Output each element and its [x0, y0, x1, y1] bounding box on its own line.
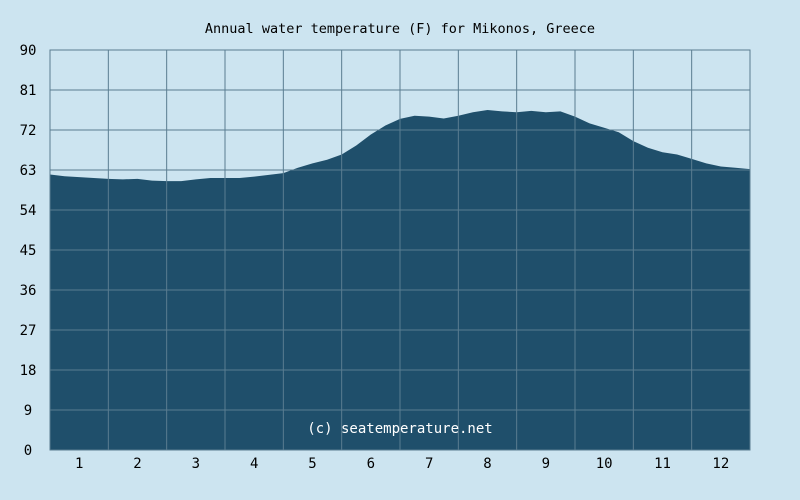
- y-tick-label: 9: [24, 403, 32, 419]
- y-tick-label: 54: [20, 203, 37, 219]
- y-tick-label: 81: [20, 83, 37, 99]
- y-tick-labels: 0 9 18 27 36 45 54 63 72 81 90: [20, 43, 37, 459]
- x-tick-label: 5: [308, 456, 316, 472]
- y-tick-label: 90: [20, 43, 37, 59]
- y-tick-label: 72: [20, 123, 37, 139]
- plot-border: [49, 49, 751, 451]
- y-tick-label: 18: [20, 363, 37, 379]
- x-tick-label: 12: [712, 456, 729, 472]
- x-tick-label: 11: [654, 456, 671, 472]
- watermark: (c) seatemperature.net: [307, 421, 492, 437]
- y-tick-label: 63: [20, 163, 37, 179]
- chart-title: Annual water temperature (F) for Mikonos…: [205, 21, 595, 37]
- y-tick-label: 27: [20, 323, 37, 339]
- y-tick-label: 0: [24, 443, 32, 459]
- x-tick-label: 4: [250, 456, 258, 472]
- x-tick-label: 10: [596, 456, 613, 472]
- x-tick-label: 7: [425, 456, 433, 472]
- x-tick-label: 3: [192, 456, 200, 472]
- x-tick-label: 6: [367, 456, 375, 472]
- x-tick-label: 8: [483, 456, 491, 472]
- x-tick-label: 2: [133, 456, 141, 472]
- y-tick-label: 45: [20, 243, 37, 259]
- x-tick-label: 9: [542, 456, 550, 472]
- y-tick-label: 36: [20, 283, 37, 299]
- x-tick-label: 1: [75, 456, 83, 472]
- x-tick-labels: 1 2 3 4 5 6 7 8 9 10 11 12: [75, 456, 729, 472]
